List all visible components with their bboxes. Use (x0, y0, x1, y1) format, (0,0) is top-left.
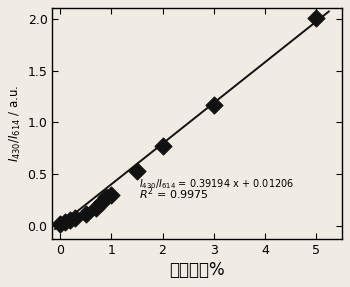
Point (108, 193, 114, 197)
Point (83, 212, 89, 216)
Point (211, 102, 217, 107)
Point (68, 218, 73, 222)
Point (57, 222, 63, 226)
Point (313, 15, 319, 20)
Point (73, 216, 78, 220)
Point (98, 201, 104, 206)
Point (160, 144, 165, 149)
Point (134, 169, 140, 174)
Point (103, 195, 109, 199)
Point (62, 220, 68, 224)
Text: $R^2$ = 0.9975: $R^2$ = 0.9975 (140, 185, 210, 201)
Point (93, 205, 99, 210)
Text: $I_{430}/I_{614}$ = 0.39194 x + 0.01206: $I_{430}/I_{614}$ = 0.39194 x + 0.01206 (140, 177, 295, 191)
Y-axis label: $I_{430}/I_{614}$ / a.u.: $I_{430}/I_{614}$ / a.u. (8, 85, 23, 162)
X-axis label: 水含量／%: 水含量／% (169, 261, 225, 279)
